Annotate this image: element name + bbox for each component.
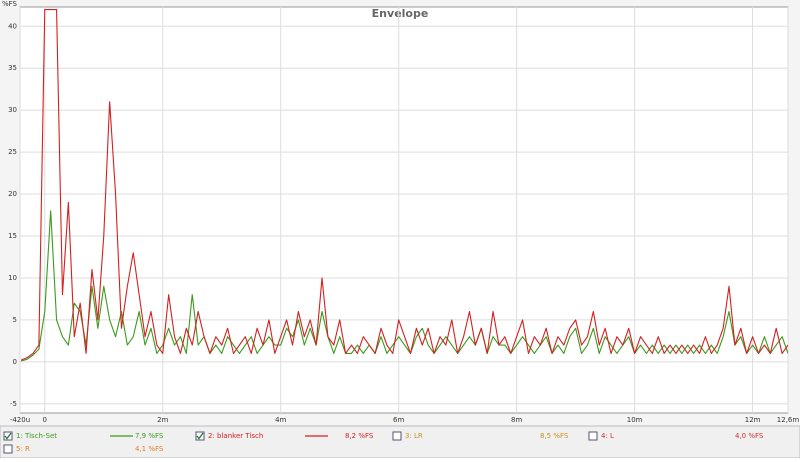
legend-label: 2: blanker Tisch — [208, 432, 263, 440]
legend-panel — [0, 425, 800, 459]
y-tick-label: 10 — [8, 274, 17, 282]
y-axis-label: %FS — [2, 0, 18, 8]
legend-level: 8,5 %FS — [540, 432, 569, 440]
y-tick-label: 0 — [13, 358, 17, 366]
x-tick-label: 4m — [275, 416, 286, 424]
y-tick-label: 40 — [8, 22, 17, 30]
legend-checkbox[interactable] — [392, 431, 402, 441]
y-tick-label: 35 — [8, 64, 17, 72]
legend-level: 7,9 %FS — [135, 432, 164, 440]
y-tick-label: -5 — [10, 400, 17, 408]
y-tick-label: 20 — [8, 190, 17, 198]
x-tick-label: 8m — [511, 416, 522, 424]
legend-label: 1: Tisch-Set — [16, 432, 57, 440]
x-tick-label: -420u — [10, 416, 30, 424]
y-tick-label: 5 — [13, 316, 17, 324]
legend-checkbox[interactable] — [3, 444, 13, 454]
legend-label: 3: LR — [405, 432, 423, 440]
legend-checkbox[interactable] — [588, 431, 598, 441]
legend-level: 8,2 %FS — [345, 432, 374, 440]
chart-title: Envelope — [372, 7, 429, 20]
y-tick-label: 30 — [8, 106, 17, 114]
x-tick-label: 6m — [393, 416, 404, 424]
x-tick-label: 10m — [627, 416, 643, 424]
y-tick-label: 15 — [8, 232, 17, 240]
legend-label: 4: L — [601, 432, 614, 440]
legend-level: 4,0 %FS — [735, 432, 764, 440]
legend-checkbox[interactable] — [3, 431, 13, 441]
x-tick-label: 2m — [157, 416, 168, 424]
legend-checkbox[interactable] — [195, 431, 205, 441]
series-line — [20, 8, 788, 361]
series-line — [21, 210, 788, 362]
legend-level: 4,1 %FS — [135, 445, 164, 453]
check-mark — [4, 432, 12, 440]
y-tick-label: 25 — [8, 148, 17, 156]
legend-label: 5: R — [16, 445, 30, 453]
plot-area — [19, 6, 789, 414]
check-mark — [196, 432, 204, 440]
x-tick-label: 12,6m — [777, 416, 800, 424]
x-tick-label: 12m — [745, 416, 761, 424]
x-tick-label: 0 — [43, 416, 47, 424]
